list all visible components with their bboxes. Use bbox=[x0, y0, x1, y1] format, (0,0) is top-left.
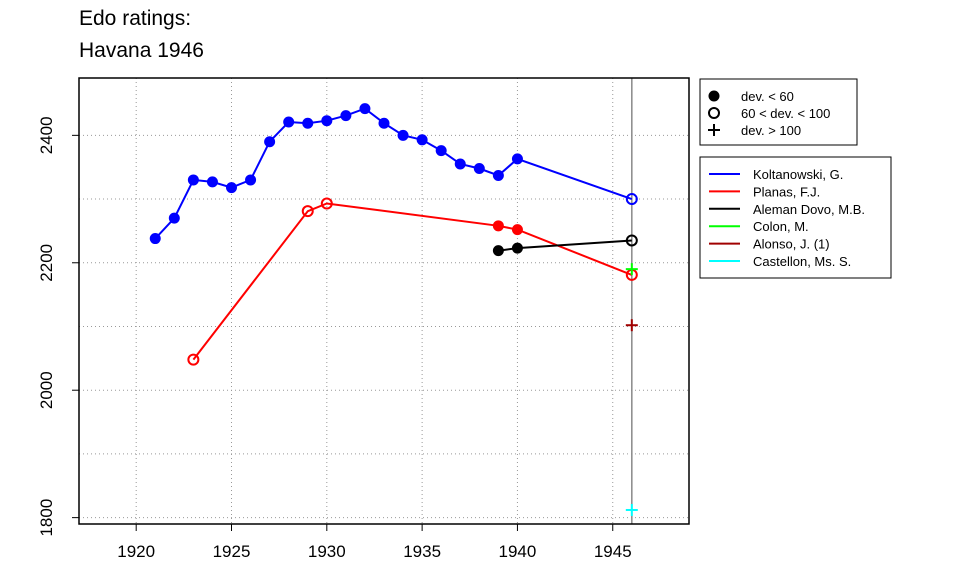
series-0-point bbox=[435, 145, 447, 157]
series-0-point bbox=[168, 212, 180, 224]
x-tick-label: 1920 bbox=[117, 542, 155, 561]
series-0-point bbox=[245, 174, 257, 186]
chart-title-line-1: Edo ratings: bbox=[79, 7, 192, 30]
series-1-point bbox=[320, 197, 333, 210]
series-1-point bbox=[511, 224, 523, 236]
series-2-point bbox=[492, 245, 504, 257]
series-0-point bbox=[625, 193, 638, 206]
chart-title-line-2: Havana 1946 bbox=[79, 39, 204, 62]
series-legend-label: Alonso, J. (1) bbox=[753, 237, 830, 252]
symbol-legend-box bbox=[699, 78, 858, 146]
series-legend-label: Aleman Dovo, M.B. bbox=[753, 202, 865, 217]
x-tick-label: 1925 bbox=[213, 542, 251, 561]
series-0-point bbox=[226, 182, 237, 194]
x-tick-label: 1940 bbox=[499, 542, 537, 561]
symbol-legend-label: dev. < 60 bbox=[741, 89, 794, 104]
series-0-point bbox=[340, 110, 352, 122]
series-0-point bbox=[149, 233, 161, 245]
series-legend-label: Colon, M. bbox=[753, 219, 809, 234]
series-legend-box bbox=[699, 156, 892, 279]
series-0-point bbox=[283, 116, 295, 128]
series-legend-label: Koltanowski, G. bbox=[753, 167, 843, 182]
series-2-point bbox=[625, 234, 638, 247]
series-2-point bbox=[511, 242, 523, 254]
symbol-legend-label: 60 < dev. < 100 bbox=[741, 106, 830, 121]
series-line-1 bbox=[192, 202, 633, 361]
x-tick-label: 1930 bbox=[308, 542, 346, 561]
series-0-point bbox=[454, 158, 466, 170]
series-0-point bbox=[264, 136, 276, 148]
series-0-point bbox=[321, 115, 333, 127]
series-1-point bbox=[301, 205, 314, 218]
y-tick-label: 2400 bbox=[37, 116, 56, 154]
series-0-point bbox=[416, 134, 428, 146]
symbol-legend-marker bbox=[708, 90, 720, 102]
x-tick-label: 1935 bbox=[403, 542, 441, 561]
series-0-point bbox=[302, 117, 314, 129]
y-tick-label: 1800 bbox=[37, 499, 56, 537]
symbol-legend-label: dev. > 100 bbox=[741, 123, 801, 138]
series-1-point bbox=[187, 353, 200, 366]
series-0-point bbox=[397, 129, 409, 141]
series-0-point bbox=[206, 176, 218, 188]
series-0-point bbox=[378, 117, 390, 129]
series-1-point bbox=[492, 220, 504, 232]
series-0-point bbox=[511, 153, 523, 165]
series-line-0 bbox=[154, 107, 633, 240]
series-0-point bbox=[359, 103, 371, 115]
series-legend-label: Castellon, Ms. S. bbox=[753, 254, 851, 269]
x-tick-label: 1945 bbox=[594, 542, 632, 561]
plot-frame bbox=[78, 77, 690, 525]
series-legend-label: Planas, F.J. bbox=[753, 184, 820, 199]
series-0-point bbox=[492, 169, 504, 181]
y-tick-label: 2200 bbox=[37, 244, 56, 282]
series-0-point bbox=[187, 174, 199, 186]
series-0-point bbox=[473, 162, 485, 174]
symbol-legend-marker bbox=[708, 107, 720, 119]
y-tick-label: 2000 bbox=[37, 371, 56, 409]
